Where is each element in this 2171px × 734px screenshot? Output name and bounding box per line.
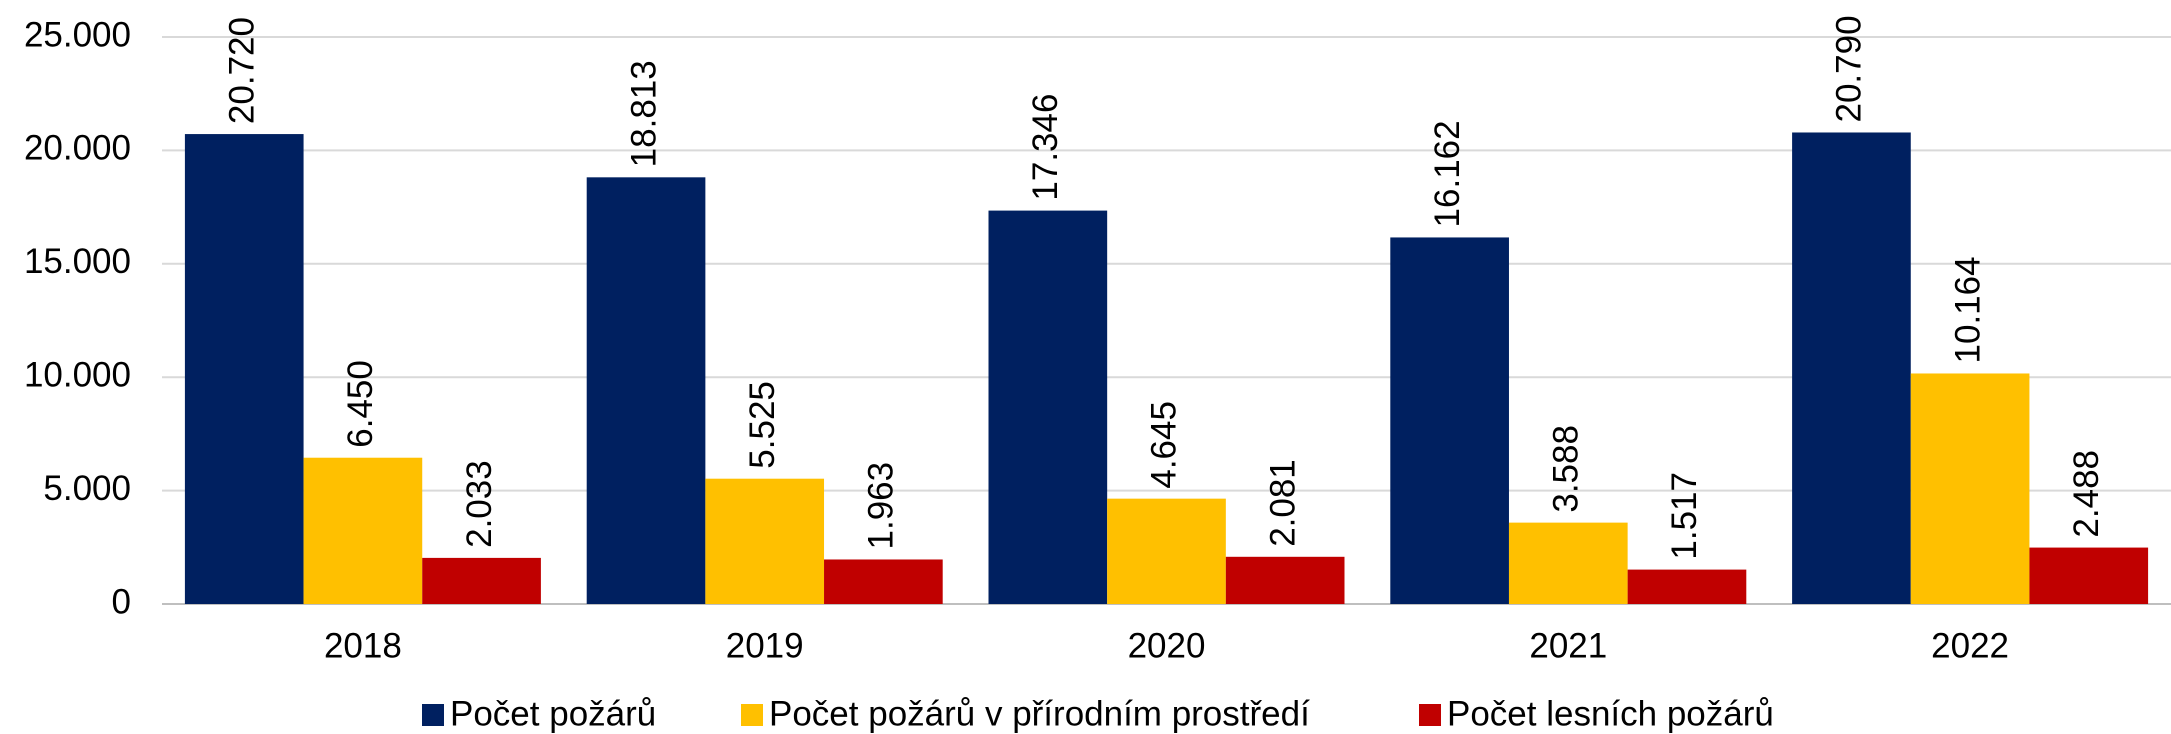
data-label: 18.813 (624, 60, 663, 167)
data-label: 1.963 (862, 462, 901, 550)
y-tick-label: 15.000 (24, 242, 131, 281)
x-tick-label: 2020 (1128, 626, 1206, 665)
data-label: 2.081 (1263, 459, 1302, 547)
bar (1107, 498, 1226, 604)
bar (2029, 547, 2149, 604)
legend-label: Počet lesních požárů (1447, 694, 1774, 733)
x-tick-label: 2018 (324, 626, 402, 665)
y-tick-label: 10.000 (24, 355, 131, 394)
x-tick-label: 2021 (1529, 626, 1607, 665)
legend-swatch (422, 704, 444, 726)
x-tick-label: 2019 (726, 626, 804, 665)
bar (422, 557, 541, 604)
data-label: 2.033 (460, 460, 499, 548)
y-tick-label: 0 (112, 582, 131, 621)
bar (1910, 373, 2030, 604)
bar (1792, 132, 1911, 605)
y-tick-label: 25.000 (24, 15, 131, 54)
data-label: 1.517 (1665, 472, 1704, 560)
bar (988, 210, 1108, 604)
bar (184, 134, 304, 604)
legend-label: Počet požárů (450, 694, 656, 733)
legend-swatch (741, 704, 763, 726)
data-label: 6.450 (341, 360, 380, 448)
bar (1225, 556, 1345, 604)
data-label: 5.525 (743, 381, 782, 469)
data-label: 20.720 (222, 17, 261, 124)
bar (1627, 569, 1747, 604)
bar (1508, 522, 1628, 604)
y-tick-label: 20.000 (24, 129, 131, 168)
data-label: 4.645 (1145, 401, 1184, 489)
data-label: 3.588 (1547, 425, 1586, 513)
data-label: 2.488 (2067, 450, 2106, 538)
bar (824, 559, 943, 604)
y-tick-label: 5.000 (43, 469, 131, 508)
data-label: 20.790 (1830, 15, 1869, 122)
data-label: 10.164 (1948, 256, 1987, 363)
bar (705, 478, 825, 604)
legend-swatch (1419, 704, 1441, 726)
data-label: 16.162 (1428, 120, 1467, 227)
data-label: 17.346 (1026, 94, 1065, 201)
bar (1390, 237, 1509, 604)
legend-label: Počet požárů v přírodním prostředí (769, 694, 1310, 733)
bar (303, 457, 423, 604)
x-tick-label: 2022 (1931, 626, 2009, 665)
bar (586, 177, 706, 604)
